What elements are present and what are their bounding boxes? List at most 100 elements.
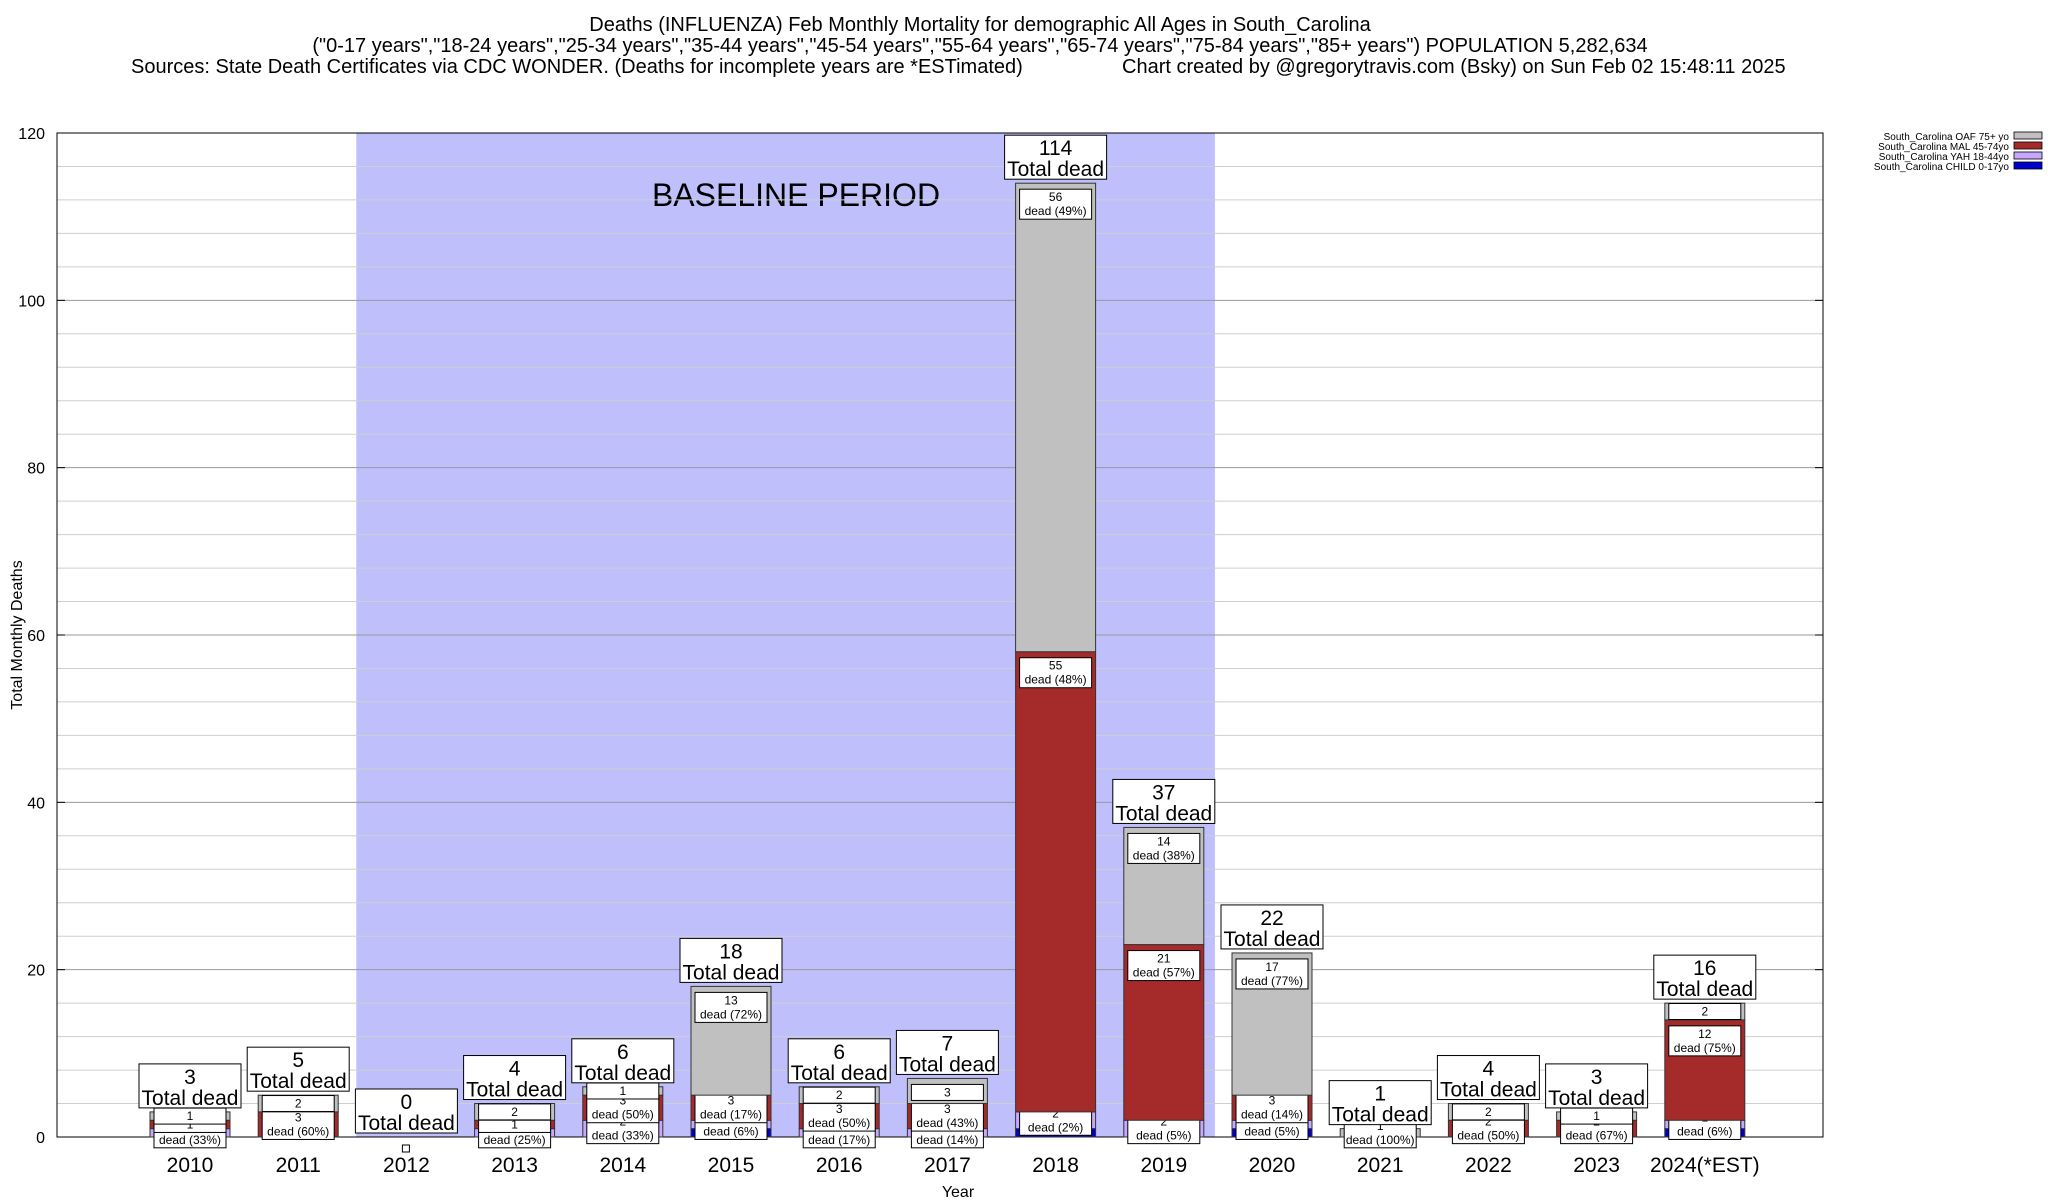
total-label-box xyxy=(1328,1080,1432,1126)
total-label-box xyxy=(463,1055,567,1101)
segment-percent: dead (38%) xyxy=(1133,848,1195,862)
total-label-text: Total dead xyxy=(358,1112,455,1135)
total-label-text: Total dead xyxy=(1115,802,1212,825)
segment-percent: dead (50%) xyxy=(1457,1129,1519,1143)
legend-swatch xyxy=(2013,151,2043,160)
segment-label-box xyxy=(1127,832,1201,864)
total-count: 22 xyxy=(1260,907,1283,930)
segment-label-box xyxy=(694,991,768,1023)
segment-percent: dead (6%) xyxy=(703,1124,758,1138)
segment-count: 2 xyxy=(511,1105,518,1119)
x-tick-label: 2012 xyxy=(383,1154,430,1177)
segment-count: 2 xyxy=(1485,1105,1492,1119)
legend-entry-label: South_Carolina CHILD 0-17yo xyxy=(1874,162,2010,173)
segment-label-box xyxy=(261,1108,335,1140)
total-label-box xyxy=(895,1029,999,1075)
total-label-text: Total dead xyxy=(1224,928,1321,951)
y-tick-label: 120 xyxy=(18,126,45,143)
total-count: 7 xyxy=(942,1032,954,1055)
segment-percent: dead (25%) xyxy=(484,1133,546,1147)
total-count: 114 xyxy=(1039,137,1073,160)
total-label-box xyxy=(1653,954,1757,1000)
segment-count: 1 xyxy=(511,1117,518,1131)
total-label-box xyxy=(1004,134,1108,180)
total-count: 16 xyxy=(1693,957,1716,980)
segment-count: 56 xyxy=(1049,190,1063,204)
zero-marker xyxy=(401,1144,410,1153)
y-tick-label: 40 xyxy=(27,795,45,812)
segment-count: 3 xyxy=(944,1085,951,1099)
segment-percent: dead (6%) xyxy=(1677,1124,1732,1138)
x-tick-label: 2024(*EST) xyxy=(1650,1154,1760,1177)
total-label-text: Total dead xyxy=(142,1087,239,1110)
segment-count: 21 xyxy=(1157,952,1171,966)
legend-entry-label: South_Carolina OAF 75+ yo xyxy=(1884,132,2010,143)
segment-percent: dead (2%) xyxy=(1028,1120,1083,1134)
legend-swatch xyxy=(2013,141,2043,150)
total-count: 37 xyxy=(1152,781,1175,804)
total-count: 5 xyxy=(292,1049,304,1072)
segment-label-box xyxy=(802,1100,876,1132)
bar-segment xyxy=(1015,651,1097,1113)
segment-percent: dead (60%) xyxy=(267,1124,329,1138)
total-count: 18 xyxy=(719,940,742,963)
segment-percent: dead (33%) xyxy=(159,1133,221,1147)
total-label-box xyxy=(1436,1055,1540,1101)
x-tick-label: 2020 xyxy=(1249,1154,1296,1177)
segment-percent: dead (43%) xyxy=(916,1116,978,1130)
total-count: 0 xyxy=(401,1091,413,1114)
segment-count: 17 xyxy=(1265,960,1279,974)
segment-percent: dead (33%) xyxy=(592,1129,654,1143)
segment-count: 13 xyxy=(724,993,738,1007)
legend-swatch xyxy=(2013,161,2043,170)
segment-percent: dead (48%) xyxy=(1025,673,1087,687)
total-label-text: Total dead xyxy=(1440,1079,1537,1102)
total-label-text: Total dead xyxy=(250,1070,347,1093)
total-label-box xyxy=(679,937,783,983)
total-label-box xyxy=(246,1046,350,1092)
total-label-text: Total dead xyxy=(1548,1087,1645,1110)
y-tick-label: 60 xyxy=(27,628,45,645)
segment-percent: dead (57%) xyxy=(1133,966,1195,980)
x-tick-label: 2017 xyxy=(924,1154,971,1177)
segment-count: 1 xyxy=(619,1084,626,1098)
segment-percent: dead (14%) xyxy=(916,1133,978,1147)
total-label-box xyxy=(138,1063,242,1109)
segment-count: 1 xyxy=(1377,1119,1384,1133)
total-count: 6 xyxy=(617,1041,629,1064)
segment-label-box xyxy=(1019,657,1093,689)
x-tick-label: 2010 xyxy=(167,1154,214,1177)
segment-percent: dead (77%) xyxy=(1241,974,1303,988)
total-label-text: Total dead xyxy=(683,961,780,984)
segment-percent: dead (49%) xyxy=(1025,204,1087,218)
segment-count: 3 xyxy=(1269,1094,1276,1108)
x-tick-label: 2016 xyxy=(816,1154,863,1177)
legend-entry-label: South_Carolina YAH 18-44yo xyxy=(1879,152,2010,163)
x-tick-label: 2011 xyxy=(276,1154,321,1177)
segment-count: 2 xyxy=(295,1097,302,1111)
x-tick-label: 2019 xyxy=(1140,1154,1187,1177)
segment-count: 55 xyxy=(1049,659,1063,673)
segment-percent: dead (5%) xyxy=(1136,1129,1191,1143)
segment-count: 3 xyxy=(295,1110,302,1124)
segment-label-box xyxy=(478,1103,552,1121)
segment-count: 2 xyxy=(1701,1005,1708,1019)
segment-percent: dead (5%) xyxy=(1244,1124,1299,1138)
bar-segment xyxy=(1015,182,1097,653)
baseline-period-label: BASELINE PERIOD xyxy=(652,177,940,213)
segment-count: 2 xyxy=(1052,1106,1059,1120)
segment-percent: dead (17%) xyxy=(808,1133,870,1147)
segment-label-box xyxy=(802,1086,876,1104)
segment-count: 3 xyxy=(944,1102,951,1116)
